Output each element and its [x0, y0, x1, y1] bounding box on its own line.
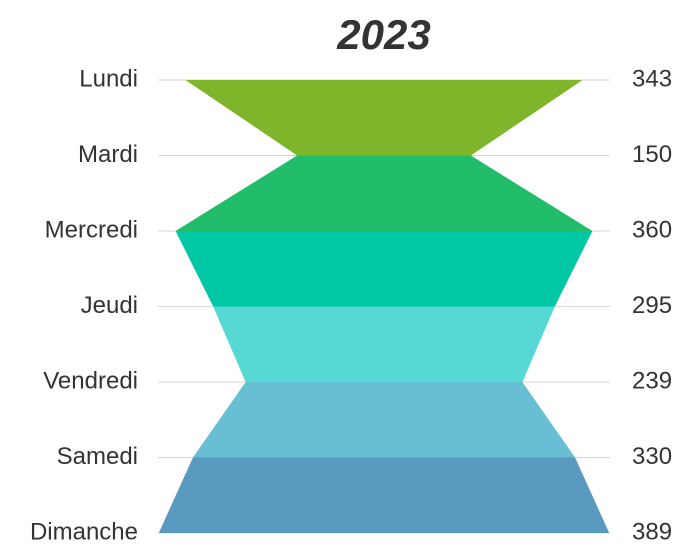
- value-label: 343: [632, 65, 672, 92]
- value-label: 150: [632, 141, 672, 168]
- value-label: 360: [632, 216, 672, 243]
- chart-title: 2023: [336, 11, 430, 58]
- category-label: Lundi: [79, 65, 138, 92]
- category-label: Mardi: [78, 141, 138, 168]
- funnel-segment: [185, 80, 583, 156]
- value-label: 330: [632, 443, 672, 470]
- value-label: 239: [632, 367, 672, 394]
- funnel-segment: [213, 306, 555, 382]
- category-label: Dimanche: [30, 518, 138, 545]
- value-label: 389: [632, 518, 672, 545]
- category-label: Vendredi: [43, 367, 138, 394]
- category-label: Mercredi: [45, 216, 138, 243]
- category-label: Jeudi: [81, 292, 138, 319]
- funnel-segment: [175, 231, 593, 307]
- funnel-segment: [158, 457, 610, 533]
- funnel-segment: [175, 155, 593, 231]
- value-label: 295: [632, 292, 672, 319]
- category-label: Samedi: [57, 443, 138, 470]
- funnel-segment: [192, 382, 576, 458]
